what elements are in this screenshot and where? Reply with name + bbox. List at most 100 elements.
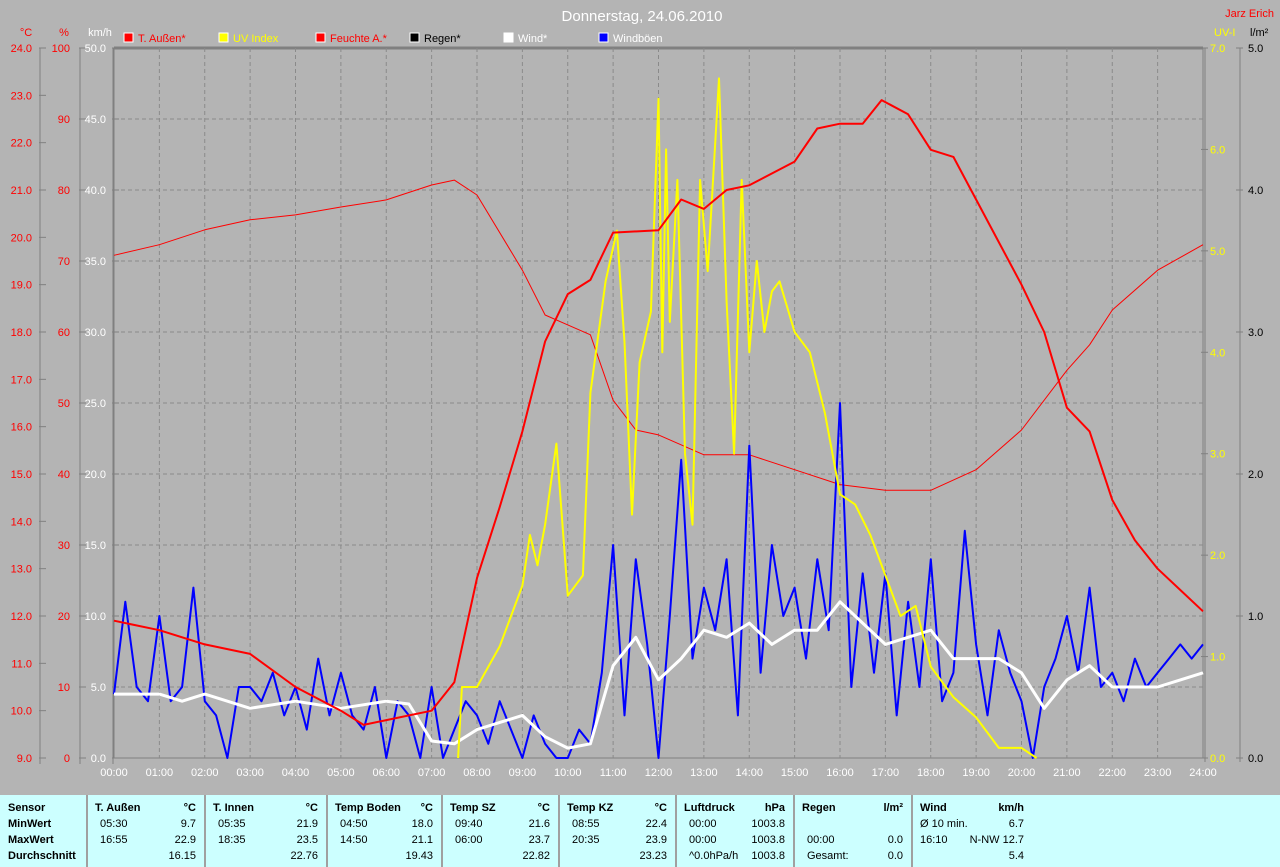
row-time: 09:40: [455, 818, 483, 830]
row-label: MaxWert: [8, 834, 54, 846]
weather-chart: 00:00 01:00 02:00 03:00 04:00 05:00 06:00 07:00…: [11, 8, 1274, 779]
wind-tick-label: 10.0: [85, 611, 106, 623]
row-value: 1003.8: [751, 834, 785, 846]
legend-label: Wind*: [518, 33, 548, 45]
row-time: ^0.0hPa/h: [689, 850, 739, 862]
row-value: 21.9: [296, 818, 318, 830]
x-tick-label: 20:00: [1008, 767, 1036, 779]
table-column: T. Innen °C 05:35 21.9 18:35 23.5 22.76: [206, 795, 328, 867]
table-column: Wind km/h Ø 10 min. 6.7 16:10 N-NW 12.7 5.4: [913, 795, 1030, 867]
series-line-feuchtea: [113, 179, 1204, 491]
x-tick-label: 10:00: [554, 767, 582, 779]
hum-tick-label: 0: [64, 753, 70, 765]
wind-tick-label: 50.0: [85, 43, 106, 55]
row-value: 18.0: [411, 818, 433, 830]
rain-tick-label: 1.0: [1248, 611, 1263, 623]
uv-tick-label: 4.0: [1210, 347, 1225, 359]
temp-tick-label: 24.0: [11, 43, 32, 55]
x-tick-label: 11:00: [600, 767, 627, 779]
row-value: 0.0: [887, 834, 903, 846]
row-time: 16:10: [920, 834, 948, 846]
row-value: 9.7: [180, 818, 196, 830]
statistics-table: Sensor MinWert MaxWert Durchschnitt T. Außen…: [0, 795, 1280, 867]
wind-tick-label: 30.0: [85, 327, 106, 339]
row-value: N-NW 12.7: [969, 834, 1024, 846]
temp-tick-label: 9.0: [17, 753, 32, 765]
wind-tick-label: 45.0: [85, 114, 106, 126]
rain-tick-label: 5.0: [1248, 43, 1263, 55]
chart-title: Donnerstag, 24.06.2010: [562, 8, 723, 25]
hum-tick-label: 50: [58, 398, 70, 410]
hum-tick-label: 40: [58, 469, 70, 481]
column-header: Wind: [920, 802, 947, 814]
hum-tick-label: 60: [58, 327, 70, 339]
hum-tick-label: 20: [58, 611, 70, 623]
x-tick-label: 18:00: [917, 767, 945, 779]
hum-tick-label: 10: [58, 682, 70, 694]
row-time: 00:00: [807, 834, 835, 846]
row-value: 23.5: [296, 834, 318, 846]
legend-swatch: [598, 32, 609, 43]
row-time: 08:55: [572, 818, 600, 830]
row-value: 19.43: [405, 850, 433, 862]
x-tick-label: 23:00: [1144, 767, 1172, 779]
row-value: 21.6: [528, 818, 550, 830]
legend-swatch: [315, 32, 326, 43]
x-tick-label: 22:00: [1098, 767, 1126, 779]
row-time: 00:00: [689, 818, 717, 830]
x-tick-label: 16:00: [826, 767, 854, 779]
row-value: 6.7: [1008, 818, 1024, 830]
temp-tick-label: 13.0: [11, 564, 32, 576]
row-value: 0.0: [887, 850, 903, 862]
wind-tick-label: 5.0: [91, 682, 106, 694]
column-header: Luftdruck: [684, 802, 735, 814]
uv-tick-label: 0.0: [1210, 753, 1225, 765]
row-value: 22.4: [645, 818, 667, 830]
temp-tick-label: 19.0: [11, 280, 32, 292]
series-line-wind: [114, 600, 1204, 750]
temp-tick-label: 10.0: [11, 706, 32, 718]
row-time: 00:00: [689, 834, 717, 846]
x-tick-label: 09:00: [509, 767, 537, 779]
row-value: 21.1: [411, 834, 433, 846]
temp-tick-label: 11.0: [11, 658, 32, 670]
row-value: 22.9: [174, 834, 196, 846]
chart-author: Jarz Erich: [1225, 8, 1274, 20]
column-header: Regen: [802, 802, 836, 814]
legend-label: Windböen: [613, 33, 663, 45]
x-tick-label: 05:00: [327, 767, 355, 779]
column-unit: hPa: [764, 802, 785, 814]
uv-axis-label: UV-I: [1214, 27, 1235, 39]
table-column: Temp SZ °C 09:40 21.6 06:00 23.7 22.82: [443, 795, 560, 867]
rain-axis-label: l/m²: [1250, 27, 1269, 39]
row-label: MinWert: [8, 818, 52, 830]
wind-tick-label: 0.0: [91, 753, 106, 765]
x-tick-label: 01:00: [146, 767, 174, 779]
wind-tick-label: 15.0: [85, 540, 106, 552]
temp-tick-label: 23.0: [11, 90, 32, 102]
temp-tick-label: 15.0: [11, 469, 32, 481]
table-column: Regen l/m² 00:00 0.0 Gesamt: 0.0: [795, 795, 913, 867]
x-tick-label: 14:00: [735, 767, 763, 779]
temp-tick-label: 16.0: [11, 422, 32, 434]
row-time: Ø 10 min.: [920, 818, 968, 830]
legend-label: Feuchte A.*: [330, 33, 388, 45]
column-header: Sensor: [8, 802, 46, 814]
table-column: T. Außen °C 05:30 9.7 16:55 22.9 16.15: [88, 795, 206, 867]
rain-tick-label: 4.0: [1248, 185, 1263, 197]
wind-tick-label: 40.0: [85, 185, 106, 197]
legend-label: UV Index: [233, 33, 279, 45]
column-unit: °C: [537, 802, 550, 814]
column-header: T. Innen: [213, 802, 254, 814]
row-value: 22.76: [290, 850, 318, 862]
hum-tick-label: 100: [52, 43, 70, 55]
table-column: Temp Boden °C 04:50 18.0 14:50 21.1 19.43: [328, 795, 443, 867]
hum-tick-label: 30: [58, 540, 70, 552]
column-header: Temp KZ: [567, 802, 614, 814]
temp-tick-label: 14.0: [11, 516, 32, 528]
column-header: T. Außen: [95, 802, 141, 814]
column-unit: °C: [654, 802, 667, 814]
temp-tick-label: 12.0: [11, 611, 32, 623]
temp-axis-label: °C: [20, 27, 32, 39]
hum-tick-label: 70: [58, 256, 70, 268]
